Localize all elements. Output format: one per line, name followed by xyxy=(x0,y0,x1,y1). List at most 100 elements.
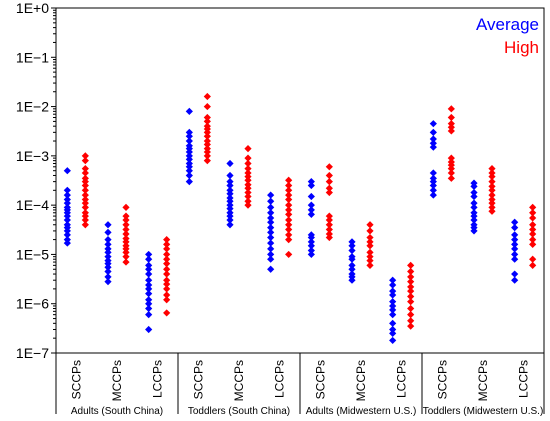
point-high xyxy=(122,258,130,266)
point-high xyxy=(325,216,333,224)
point-high xyxy=(488,207,496,215)
x-tick-label: SCCPs xyxy=(191,360,205,399)
point-high xyxy=(81,186,89,194)
point-average xyxy=(145,270,153,278)
point-high xyxy=(325,225,333,234)
point-high xyxy=(447,174,455,182)
point-high xyxy=(285,210,293,218)
point-average xyxy=(511,224,519,232)
point-average xyxy=(63,199,71,207)
point-average xyxy=(470,192,478,201)
point-average xyxy=(307,181,315,190)
point-average xyxy=(267,239,275,247)
point-high xyxy=(163,280,171,288)
point-average xyxy=(63,239,71,247)
point-high xyxy=(488,203,496,211)
point-high xyxy=(366,233,374,242)
point-high xyxy=(81,212,89,220)
point-high xyxy=(529,235,537,244)
point-high xyxy=(163,240,171,248)
point-high xyxy=(244,201,252,209)
point-average xyxy=(389,302,397,310)
point-high xyxy=(529,221,537,229)
x-tick-label: LCCPs xyxy=(273,360,287,398)
point-average xyxy=(267,209,275,217)
point-average xyxy=(185,137,193,145)
point-high xyxy=(244,192,252,201)
point-high xyxy=(529,255,537,263)
point-high xyxy=(163,285,171,293)
point-high xyxy=(244,197,252,205)
point-high xyxy=(407,261,415,269)
point-average xyxy=(104,263,112,271)
point-high xyxy=(285,186,293,194)
point-high xyxy=(163,296,171,304)
point-average xyxy=(267,245,275,253)
point-high xyxy=(488,182,496,191)
point-high xyxy=(203,128,211,136)
point-high xyxy=(407,278,415,286)
point-high xyxy=(325,233,333,242)
point-average xyxy=(185,132,193,140)
point-high xyxy=(447,165,455,173)
point-high xyxy=(244,176,252,184)
point-high xyxy=(529,261,537,269)
point-high xyxy=(325,171,333,180)
point-high xyxy=(407,283,415,291)
point-high xyxy=(325,184,333,192)
point-average xyxy=(389,325,397,334)
point-high xyxy=(447,154,455,162)
point-average xyxy=(63,227,71,235)
point-average xyxy=(470,188,478,197)
point-high xyxy=(325,221,333,229)
point-high xyxy=(122,238,130,246)
point-average xyxy=(511,218,519,226)
point-high xyxy=(285,221,293,229)
point-high xyxy=(366,238,374,246)
point-average xyxy=(389,276,397,284)
point-average xyxy=(104,240,112,248)
point-average xyxy=(511,231,519,239)
point-high xyxy=(325,188,333,197)
point-high xyxy=(488,169,496,177)
point-average xyxy=(389,298,397,306)
x-tick-label: MCCPs xyxy=(476,360,490,401)
point-average xyxy=(226,205,234,213)
point-high xyxy=(163,265,171,273)
point-average xyxy=(429,139,437,147)
point-high xyxy=(81,216,89,224)
y-tick-label: 1E−3 xyxy=(16,148,49,164)
point-high xyxy=(366,256,374,265)
point-average xyxy=(511,270,519,278)
point-high xyxy=(285,195,293,204)
point-high xyxy=(407,322,415,330)
point-average xyxy=(389,311,397,319)
point-high xyxy=(244,165,252,173)
point-average xyxy=(226,197,234,205)
point-high xyxy=(529,209,537,217)
y-tick-label: 1E−5 xyxy=(16,246,49,262)
point-high xyxy=(122,203,130,211)
point-high xyxy=(447,105,455,113)
point-average xyxy=(267,218,275,226)
point-high xyxy=(244,188,252,197)
point-average xyxy=(267,203,275,211)
point-average xyxy=(226,178,234,186)
point-high xyxy=(244,159,252,168)
point-average xyxy=(348,242,356,250)
point-high xyxy=(285,231,293,239)
point-average xyxy=(429,191,437,199)
point-average xyxy=(429,143,437,151)
point-high xyxy=(81,203,89,211)
point-average xyxy=(63,216,71,224)
point-average xyxy=(63,167,71,175)
point-average xyxy=(185,171,193,180)
point-average xyxy=(104,235,112,244)
point-high xyxy=(285,250,293,259)
point-high xyxy=(488,178,496,186)
point-high xyxy=(447,120,455,128)
point-average xyxy=(470,216,478,224)
point-high xyxy=(122,230,130,238)
point-average xyxy=(389,329,397,337)
point-high xyxy=(285,225,293,234)
